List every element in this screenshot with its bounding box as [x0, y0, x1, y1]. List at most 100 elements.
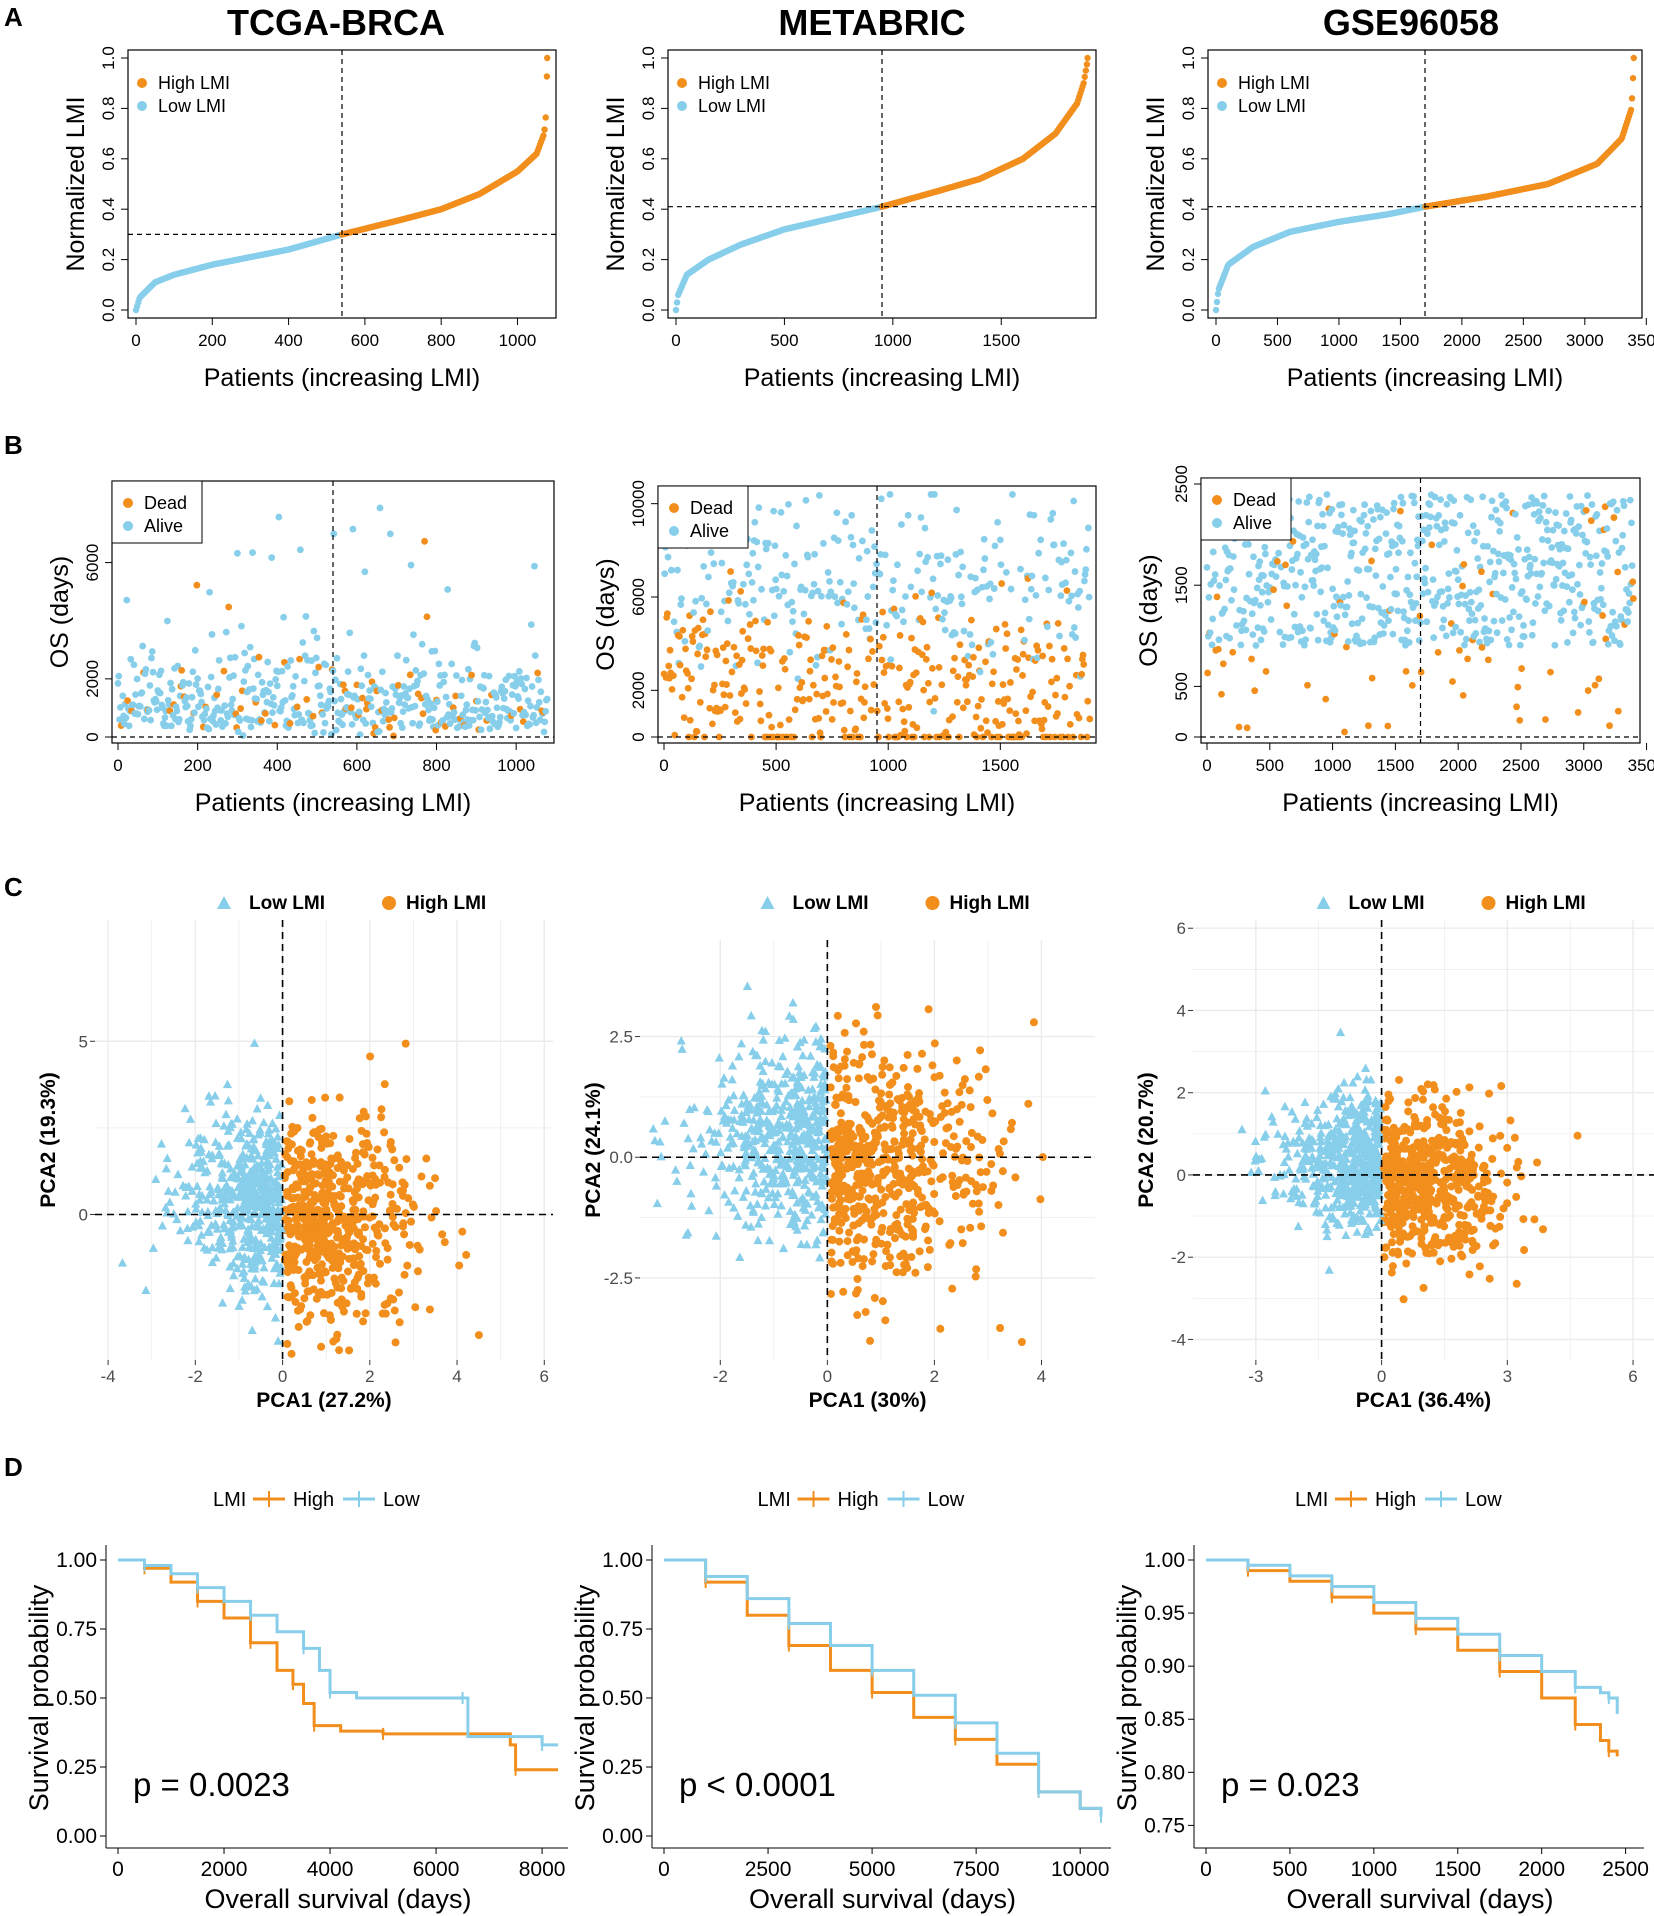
alive-point — [1360, 511, 1368, 519]
high-lmi-point — [966, 1103, 975, 1112]
high-lmi-point — [925, 1245, 934, 1254]
dead-point — [951, 654, 958, 662]
x-tick-label: 500 — [762, 756, 790, 775]
alive-point — [864, 593, 872, 600]
low-lmi-point — [183, 1235, 193, 1245]
alive-point — [331, 697, 338, 705]
alive-point — [253, 695, 260, 703]
dead-point — [1061, 693, 1069, 701]
alive-point — [996, 536, 1004, 544]
dead-point — [1513, 703, 1520, 711]
alive-point — [535, 698, 543, 706]
alive-point — [1301, 583, 1309, 591]
alive-point — [1070, 624, 1078, 631]
alive-point — [412, 667, 420, 674]
alive-point — [1272, 573, 1280, 581]
high-lmi-point — [835, 1226, 844, 1235]
dead-point — [844, 663, 852, 671]
alive-point — [473, 644, 481, 652]
alive-point — [1230, 586, 1238, 594]
high-lmi-point — [940, 1088, 949, 1097]
alive-point — [1502, 498, 1510, 505]
dead-point — [722, 657, 730, 665]
alive-point — [855, 554, 863, 562]
alive-point — [1481, 615, 1488, 622]
dead-point — [896, 632, 904, 639]
alive-point — [750, 596, 757, 604]
high-lmi-point — [1011, 1173, 1020, 1182]
y-axis-label: Normalized LMI — [1142, 96, 1170, 271]
alive-point — [1068, 592, 1076, 600]
dead-point — [1044, 703, 1052, 710]
dead-point — [693, 728, 701, 735]
x-tick-label: 1500 — [981, 756, 1019, 775]
alive-point — [194, 675, 202, 683]
alive-point — [1305, 493, 1313, 501]
alive-point — [1340, 521, 1348, 529]
alive-point — [292, 672, 299, 680]
high-lmi-point — [328, 1191, 337, 1200]
high-lmi-point — [323, 1251, 332, 1260]
dead-point — [869, 648, 876, 655]
alive-point — [316, 692, 324, 700]
alive-point — [197, 690, 205, 698]
x-axis-label: Patients (increasing LMI) — [1282, 789, 1559, 817]
x-axis-label: Patients (increasing LMI) — [739, 789, 1016, 817]
alive-point — [1240, 617, 1248, 625]
dead-point — [840, 726, 848, 734]
dead-point — [967, 616, 975, 624]
high-lmi-point — [1082, 67, 1090, 74]
alive-point — [1399, 499, 1407, 507]
dead-point — [1368, 557, 1375, 565]
high-lmi-point — [294, 1322, 303, 1331]
high-lmi-point — [370, 1161, 379, 1170]
alive-point — [1549, 526, 1557, 534]
alive-point — [838, 620, 845, 628]
high-lmi-point — [899, 1063, 908, 1072]
alive-point — [416, 720, 424, 728]
alive-point — [1314, 636, 1322, 644]
alive-point — [1313, 610, 1321, 618]
dead-point — [696, 698, 704, 706]
alive-point — [690, 609, 697, 616]
alive-point — [320, 729, 327, 736]
dead-point — [867, 635, 874, 643]
alive-point — [1621, 563, 1629, 571]
dead-point — [1079, 651, 1087, 659]
low-lmi-point — [760, 1201, 771, 1210]
alive-point — [745, 570, 753, 578]
high-lmi-point — [834, 1074, 843, 1083]
dead-point — [689, 638, 697, 645]
column-title-gse96058: GSE96058 — [1322, 2, 1500, 43]
low-lmi-point — [729, 1090, 739, 1100]
alive-point — [1552, 509, 1559, 516]
y-tick-label: 0.6 — [99, 147, 118, 171]
alive-point — [1333, 613, 1341, 621]
dead-point — [879, 608, 887, 616]
alive-point — [500, 695, 508, 702]
low-lmi-point — [764, 1235, 775, 1245]
alive-point — [1531, 555, 1539, 563]
high-lmi-point — [942, 1124, 951, 1133]
high-lmi-point — [425, 1305, 434, 1314]
dead-point — [809, 681, 817, 689]
alive-point — [917, 514, 925, 521]
x-tick-label: 1000 — [874, 331, 912, 350]
alive-point — [167, 722, 175, 730]
dead-point — [913, 724, 921, 732]
alive-point — [1245, 570, 1253, 578]
alive-point — [1455, 600, 1463, 608]
x-tick-label: 0 — [1211, 331, 1220, 350]
alive-point — [959, 563, 967, 571]
alive-point — [1567, 516, 1575, 524]
alive-point — [1275, 549, 1282, 557]
legend-label-low: Low LMI — [698, 96, 766, 116]
alive-point — [1260, 572, 1267, 580]
alive-point — [1565, 598, 1573, 606]
low-lmi-point — [778, 1243, 789, 1253]
dead-point — [852, 678, 860, 686]
dead-point — [923, 643, 931, 651]
high-lmi-point — [1628, 95, 1636, 102]
alive-point — [1449, 629, 1457, 637]
